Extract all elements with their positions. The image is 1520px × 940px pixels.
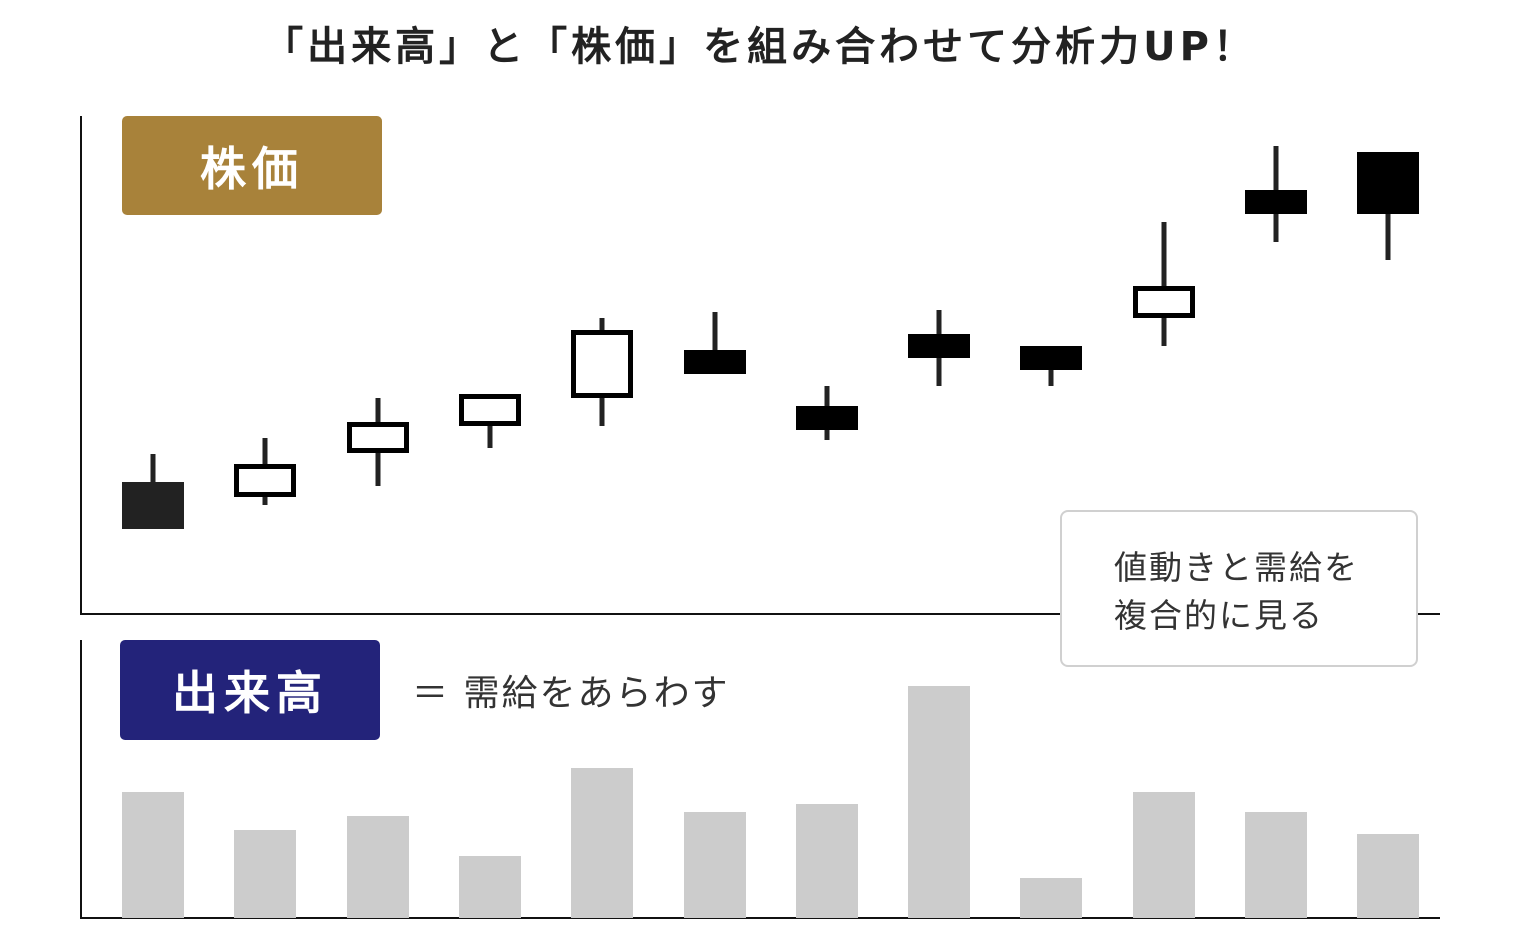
callout-box: 値動きと需給を 複合的に見る [1060,510,1418,667]
candle [1245,146,1307,242]
candle-body-bearish [122,482,184,529]
candle [571,318,633,426]
price-label: 株価 [122,116,382,215]
volume-bar [1245,812,1307,918]
candle-body-bearish [796,406,858,430]
candle [684,312,746,374]
volume-bar [796,804,858,918]
candle [459,394,521,448]
volume-bar [908,686,970,918]
volume-bar [1357,834,1419,918]
volume-bar [684,812,746,918]
candle-body-bearish [1357,152,1419,214]
volume-bar [122,792,184,918]
volume-bar [571,768,633,918]
candle [908,310,970,386]
page-title: 「出来高」と「株価」を組み合わせて分析力UP！ [263,24,1257,70]
candle-body-bearish [684,350,746,374]
volume-bar [1133,792,1195,918]
volume-bar [459,856,521,918]
candle-body-bearish [908,334,970,358]
candle-body-bullish [347,422,409,453]
volume-bar [347,816,409,918]
volume-note: ＝ 需給をあらわす [412,673,730,714]
candle [1020,346,1082,386]
candle-body-bearish [1020,346,1082,370]
candle [122,454,184,529]
candle-body-bullish [234,464,296,497]
candle [347,398,409,486]
candle [1133,222,1195,346]
candle-body-bullish [1133,286,1195,318]
candle-body-bullish [571,330,633,398]
candle [234,438,296,505]
callout-line-1: 値動きと需給を [1114,548,1359,587]
candle [1357,152,1419,260]
callout-line-2: 複合的に見る [1114,596,1324,635]
candle-body-bullish [459,394,521,426]
candle-body-bearish [1245,190,1307,214]
volume-label: 出来高 [120,640,380,740]
volume-bar [1020,878,1082,918]
volume-bar [234,830,296,918]
candle [796,386,858,440]
